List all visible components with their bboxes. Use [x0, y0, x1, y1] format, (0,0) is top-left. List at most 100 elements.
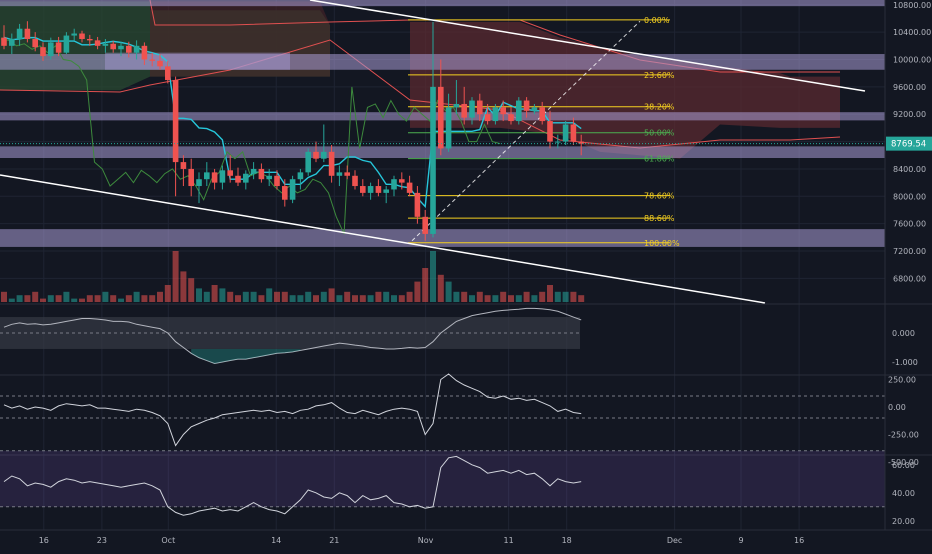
- candle-body: [383, 189, 389, 193]
- x-tick: 18: [562, 536, 572, 545]
- osc2-tick: 250.00: [888, 376, 916, 385]
- volume-bar: [391, 295, 397, 302]
- candle-body: [282, 186, 288, 200]
- trend-line-upper: [309, 0, 866, 92]
- candle-body: [235, 175, 241, 183]
- x-tick: 16: [794, 536, 804, 545]
- candles: [0, 21, 885, 241]
- volume-bar: [71, 298, 78, 302]
- candle-body: [274, 175, 280, 187]
- candle-body: [477, 100, 483, 115]
- x-tick: Dec: [667, 536, 682, 545]
- zone-0: [0, 0, 885, 7]
- volume-bar: [398, 295, 405, 302]
- candle-body: [243, 173, 249, 183]
- osc2-tick: -500.00: [888, 458, 919, 467]
- candle-body: [219, 170, 226, 183]
- osc1-tick: 0.000: [892, 329, 915, 338]
- candle-body: [126, 45, 132, 53]
- x-tick: 16: [39, 536, 49, 545]
- candle-body: [289, 179, 296, 200]
- fib-label: 78.60%: [644, 192, 675, 201]
- volume-bar: [63, 291, 70, 302]
- candle-body: [48, 42, 54, 57]
- y-tick: 8000.00: [893, 192, 926, 201]
- candle-body: [250, 168, 257, 174]
- volume-bar: [266, 288, 273, 302]
- volume-bar: [235, 295, 241, 302]
- candle-body: [336, 172, 343, 176]
- volume-bar: [149, 295, 156, 302]
- candle-body: [399, 179, 405, 183]
- volume-bar: [336, 295, 343, 302]
- candle-body: [539, 107, 545, 122]
- volume-bar: [523, 291, 530, 302]
- volume-bar: [188, 278, 195, 302]
- volume-bar: [359, 295, 366, 302]
- volume-bar: [414, 281, 421, 302]
- fib-label: 100.00%: [644, 239, 680, 248]
- volume-bar: [547, 285, 553, 302]
- y-tick: 8400.00: [893, 165, 926, 174]
- candle-body: [328, 151, 335, 176]
- y-tick: 9600.00: [893, 83, 926, 92]
- candle-body: [16, 28, 23, 39]
- volume-bar: [313, 295, 319, 302]
- volume-bar: [1, 291, 7, 302]
- fib-label: 0.00%: [644, 16, 670, 25]
- volume-bar: [352, 295, 358, 302]
- candle-body: [438, 86, 444, 149]
- candle-body: [180, 162, 187, 169]
- x-tick: 14: [271, 536, 281, 545]
- osc3-tick: 20.00: [892, 517, 915, 526]
- x-tick: 23: [97, 536, 107, 545]
- osc1-line: [3, 307, 582, 364]
- volume-bar: [492, 295, 499, 302]
- y-tick: 10800.00: [893, 1, 931, 10]
- volume-bar: [86, 295, 93, 302]
- fib-label: 38.20%: [644, 103, 675, 112]
- volume-bar: [289, 295, 296, 302]
- volume-bar: [437, 274, 444, 302]
- candle-body: [547, 121, 553, 142]
- volume-bar: [172, 251, 179, 302]
- candle-body: [453, 103, 460, 108]
- osc2-tick: 0.00: [888, 403, 906, 412]
- candle-body: [531, 107, 538, 111]
- osc1-fill: [191, 348, 301, 364]
- candle-body: [406, 182, 413, 193]
- volume-bar: [344, 291, 351, 302]
- y-tick: 7200.00: [893, 247, 926, 256]
- candle-body: [562, 124, 569, 142]
- candle-body: [102, 43, 109, 46]
- fib-label: 61.80%: [644, 155, 675, 164]
- candle-body: [422, 216, 428, 234]
- volume-bar: [469, 295, 475, 302]
- candle-body: [87, 38, 93, 41]
- x-tick: Nov: [418, 536, 434, 545]
- x-tick: 11: [504, 536, 514, 545]
- x-tick: Oct: [161, 536, 175, 545]
- volume-bar: [180, 271, 187, 302]
- volume-bar: [40, 298, 46, 302]
- candle-body: [133, 45, 140, 53]
- volume-bar: [250, 291, 257, 302]
- price-tag-bg: [886, 136, 932, 151]
- candle-body: [211, 172, 218, 183]
- volume-bar: [500, 291, 507, 302]
- candle-body: [352, 175, 358, 187]
- candle-body: [469, 100, 475, 118]
- volume-bar: [383, 291, 390, 302]
- candle-body: [391, 179, 397, 190]
- candle-body: [40, 47, 46, 57]
- volume-bar: [32, 291, 39, 302]
- volume-bar: [219, 288, 226, 302]
- fib-label: 88.60%: [644, 214, 675, 223]
- fib-diagonal: [411, 20, 641, 242]
- zone-3: [0, 146, 885, 158]
- volume-bar: [305, 291, 312, 302]
- fib-label: 50.00%: [644, 129, 675, 138]
